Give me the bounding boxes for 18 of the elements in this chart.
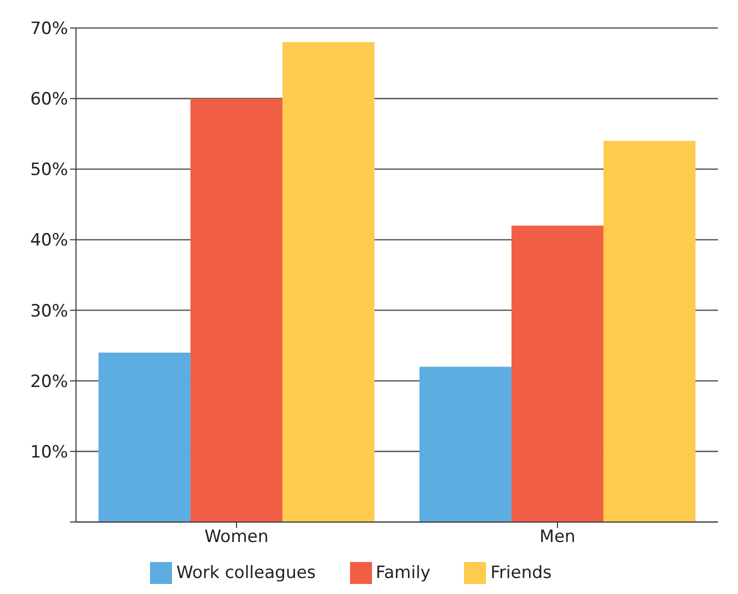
- bar: [190, 98, 282, 522]
- legend-label: Work colleagues: [176, 562, 316, 583]
- y-tick-label: 40%: [30, 230, 68, 251]
- y-tick-label: 20%: [30, 372, 68, 392]
- bar: [282, 42, 374, 522]
- legend-label: Friends: [490, 562, 552, 583]
- bar: [419, 366, 512, 522]
- bar: [603, 140, 696, 522]
- y-tick-label: 70%: [30, 19, 68, 40]
- y-tick-label: 50%: [30, 160, 68, 180]
- bar: [511, 226, 604, 522]
- bar: [98, 352, 190, 522]
- legend-label: Family: [376, 562, 430, 583]
- x-tick-label: Women: [204, 527, 269, 548]
- y-tick-label: 60%: [30, 90, 68, 110]
- y-tick-label: 30%: [30, 301, 68, 322]
- x-tick-label: Men: [540, 527, 576, 548]
- y-tick-label: 10%: [30, 442, 68, 462]
